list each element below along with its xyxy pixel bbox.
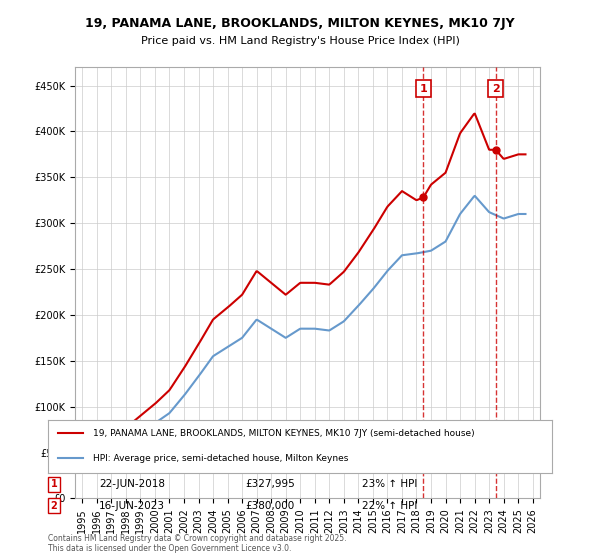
Text: £327,995: £327,995 bbox=[245, 479, 295, 489]
Text: 2: 2 bbox=[492, 84, 500, 94]
Text: HPI: Average price, semi-detached house, Milton Keynes: HPI: Average price, semi-detached house,… bbox=[94, 454, 349, 463]
Text: £380,000: £380,000 bbox=[245, 501, 295, 511]
Text: 19, PANAMA LANE, BROOKLANDS, MILTON KEYNES, MK10 7JY: 19, PANAMA LANE, BROOKLANDS, MILTON KEYN… bbox=[85, 17, 515, 30]
Text: 2: 2 bbox=[50, 501, 58, 511]
Text: 23% ↑ HPI: 23% ↑ HPI bbox=[362, 479, 418, 489]
Text: Price paid vs. HM Land Registry's House Price Index (HPI): Price paid vs. HM Land Registry's House … bbox=[140, 36, 460, 46]
Text: 22-JUN-2018: 22-JUN-2018 bbox=[99, 479, 165, 489]
Text: 1: 1 bbox=[419, 84, 427, 94]
Text: 1: 1 bbox=[50, 479, 58, 489]
Text: 22% ↑ HPI: 22% ↑ HPI bbox=[362, 501, 418, 511]
Text: 16-JUN-2023: 16-JUN-2023 bbox=[99, 501, 165, 511]
Text: 19, PANAMA LANE, BROOKLANDS, MILTON KEYNES, MK10 7JY (semi-detached house): 19, PANAMA LANE, BROOKLANDS, MILTON KEYN… bbox=[94, 429, 475, 438]
Text: Contains HM Land Registry data © Crown copyright and database right 2025.
This d: Contains HM Land Registry data © Crown c… bbox=[48, 534, 347, 553]
